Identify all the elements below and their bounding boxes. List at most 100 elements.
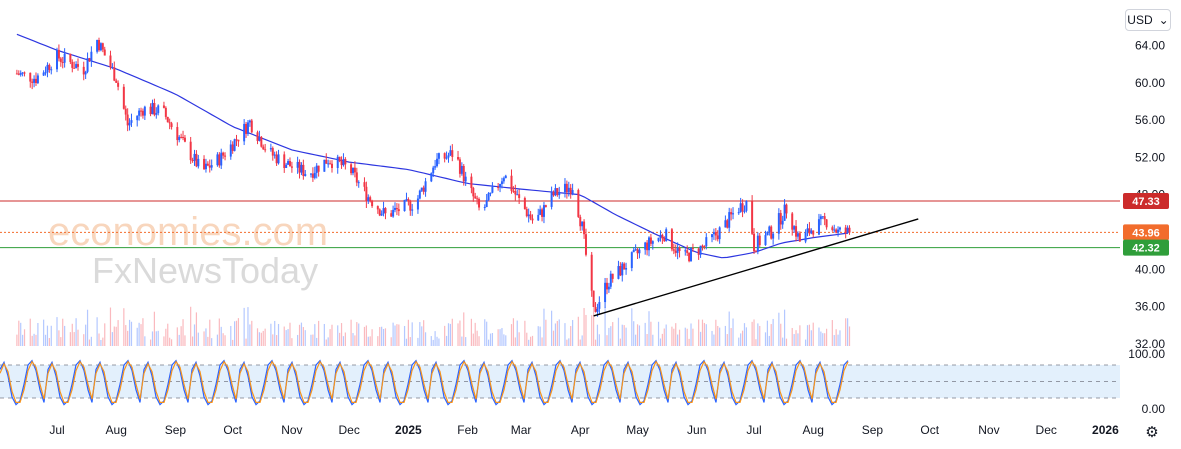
candle-body: [203, 158, 206, 170]
candle-body: [191, 160, 194, 162]
candle-body: [783, 204, 786, 221]
volume-bar: [331, 324, 333, 346]
volume-bar: [465, 337, 467, 346]
volume-bar: [205, 328, 207, 346]
candle-body: [157, 105, 160, 114]
candle-body: [793, 226, 796, 230]
candle-body: [798, 233, 801, 242]
volume-bar: [617, 317, 620, 346]
candle-body: [598, 302, 601, 309]
candle-body: [309, 173, 312, 175]
x-tick-label: May: [626, 423, 649, 437]
volume-bar: [596, 324, 599, 346]
candle-body: [583, 221, 586, 235]
candle-body: [527, 214, 530, 217]
candle-body: [178, 136, 181, 141]
chevron-down-icon: ⌄: [1158, 13, 1169, 27]
volume-bar: [35, 334, 37, 346]
candle-body: [690, 248, 693, 262]
volume-bar: [62, 318, 64, 346]
volume-bar: [203, 331, 205, 346]
volume-bar: [83, 334, 85, 346]
candle-body: [138, 110, 141, 116]
volume-bar: [556, 320, 558, 346]
volume-bar: [50, 325, 52, 346]
candle-body: [246, 122, 249, 134]
x-tick-label: Jun: [687, 423, 706, 437]
volume-bar: [568, 338, 570, 346]
candle-body: [541, 209, 544, 217]
volume-bar: [684, 327, 686, 346]
candle-body: [711, 234, 714, 238]
volume-bar: [612, 322, 614, 346]
candle-body: [21, 72, 24, 74]
candle-body: [397, 209, 400, 212]
candle-body: [99, 43, 102, 51]
candle-body: [663, 238, 666, 242]
candle-body: [195, 153, 198, 167]
candle-body: [245, 123, 248, 134]
candle-body: [596, 308, 599, 312]
candle-body: [634, 249, 637, 251]
volume-bar: [793, 334, 795, 346]
volume-bar: [46, 325, 49, 346]
candle-body: [363, 182, 366, 187]
x-tick-label: Jul: [49, 423, 64, 437]
candle-body: [380, 213, 383, 216]
candle-body: [48, 64, 51, 70]
volume-bar: [839, 330, 841, 346]
volume-bar: [191, 336, 194, 346]
volume-bar: [64, 325, 66, 346]
volume-bar: [384, 328, 387, 346]
currency-selector[interactable]: USD ⌄: [1125, 9, 1171, 31]
candle-body: [36, 75, 39, 84]
volume-bar: [314, 324, 316, 346]
candle-body: [96, 39, 99, 52]
candle-body: [651, 241, 654, 244]
volume-bar: [304, 330, 306, 346]
volume-bar: [516, 320, 518, 346]
volume-bar: [671, 326, 673, 346]
candle-body: [50, 69, 53, 71]
candle-body: [772, 233, 775, 239]
volume-bar: [75, 318, 77, 346]
volume-bar: [476, 330, 478, 346]
candle-body: [395, 207, 398, 210]
volume-bar: [518, 332, 520, 346]
volume-bar: [43, 319, 45, 346]
volume-bar: [631, 308, 633, 346]
candle-body: [231, 144, 234, 151]
volume-bar: [593, 307, 595, 346]
candle-body: [128, 122, 131, 126]
volume-bar: [251, 320, 253, 346]
candle-body: [542, 205, 545, 217]
volume-bar: [274, 320, 276, 346]
settings-icon[interactable]: ⚙: [1145, 424, 1159, 441]
volume-bar: [170, 339, 173, 346]
candle-body: [464, 176, 467, 182]
x-tick-label: Nov: [281, 423, 302, 437]
candle-body: [701, 245, 704, 247]
volume-bar: [688, 338, 690, 346]
candle-body: [208, 165, 211, 168]
candle-body: [743, 210, 746, 212]
candle-body: [632, 249, 635, 253]
volume-bar: [127, 330, 129, 346]
volume-bar: [652, 334, 654, 346]
volume-bar: [633, 321, 635, 346]
y-tick-label: 60.00: [1135, 76, 1165, 90]
candle-body: [688, 252, 691, 262]
volume-bar: [489, 333, 492, 346]
volume-bar: [222, 333, 224, 346]
volume-bar: [818, 327, 820, 346]
volume-bar: [85, 324, 87, 346]
volume-bar: [845, 318, 847, 346]
volume-bar: [730, 328, 732, 346]
volume-bar: [207, 336, 209, 346]
price-badge-label: 47.33: [1132, 196, 1160, 208]
candle-body: [691, 248, 694, 250]
candle-body: [819, 216, 822, 220]
candle-body: [472, 188, 475, 197]
volume-bar: [604, 306, 606, 346]
volume-bar: [23, 329, 26, 346]
